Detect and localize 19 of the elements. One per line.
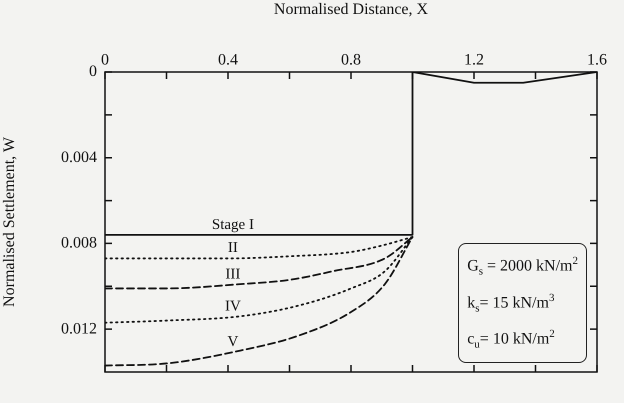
x-tick-label: 1.2 [464, 52, 484, 69]
y-tick-label: 0.004 [61, 148, 97, 166]
y-axis-title: Normalised Settlement, W [0, 136, 18, 307]
series-label: Stage I [212, 216, 254, 233]
annotation: k$_{s}$= 15 kN/m$^{3}$ [467, 292, 554, 314]
series-label: IV [225, 298, 241, 315]
annotation: G$_{s}$ = 2000 kN/m$^{2}$ [467, 255, 578, 278]
y-tick-label: 0.012 [61, 320, 97, 338]
x-tick-label: 0.8 [341, 52, 361, 69]
y-tick-label: 0 [89, 63, 97, 80]
series-label: V [228, 334, 238, 350]
x-tick-label: 0 [101, 52, 109, 69]
series-label: III [225, 266, 240, 283]
annotation: c$_{u}$= 10 kN/m$^{2}$ [467, 328, 555, 351]
series-label: II [228, 240, 238, 256]
y-tick-label: 0.008 [61, 234, 97, 252]
x-axis-title: Normalised Distance, X [274, 0, 429, 18]
x-tick-label: 1.6 [587, 52, 607, 69]
x-tick-label: 0.4 [218, 52, 238, 69]
